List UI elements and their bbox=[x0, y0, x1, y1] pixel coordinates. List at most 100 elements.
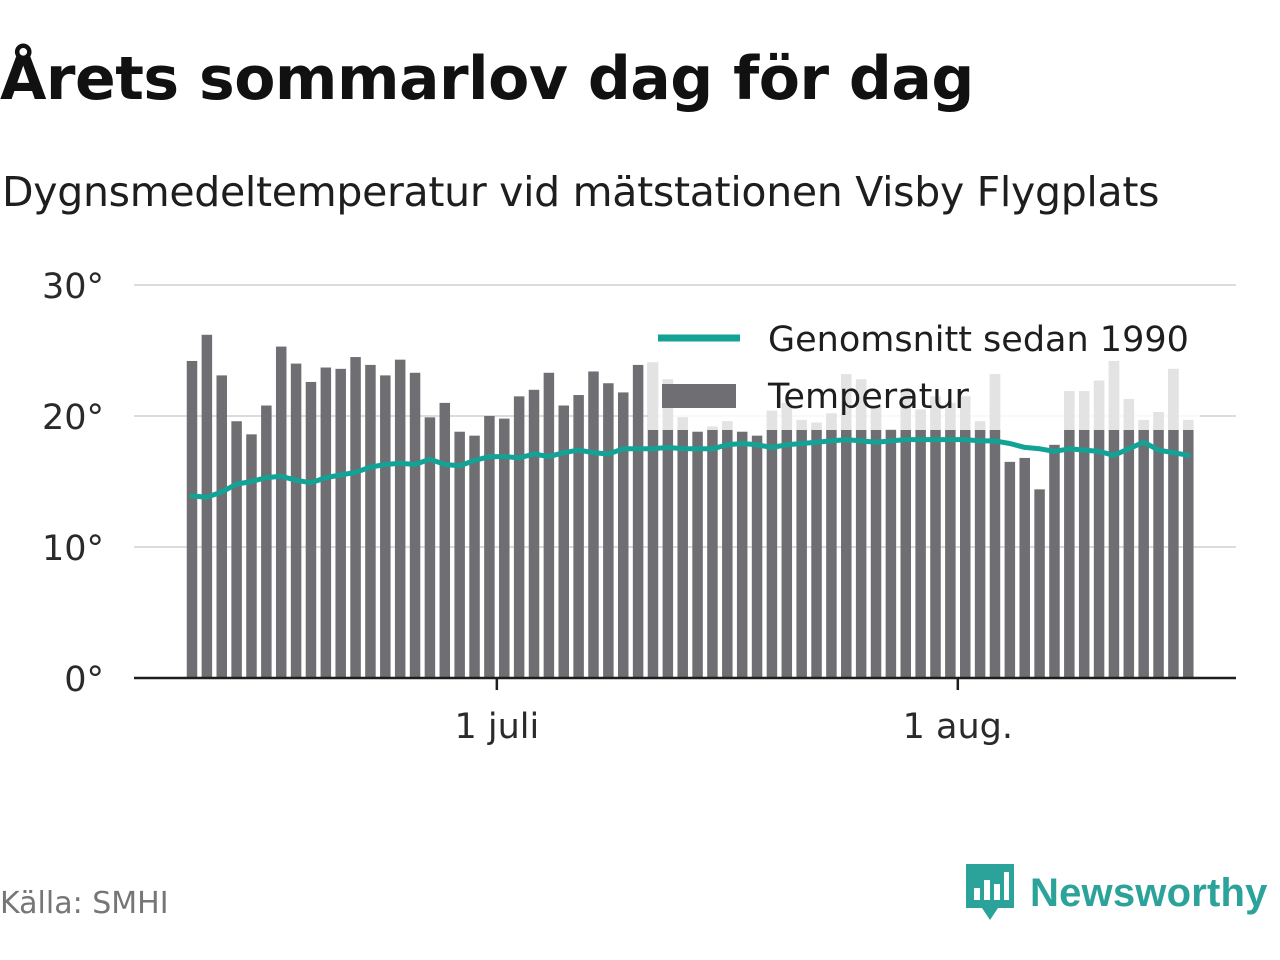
temperature-bar bbox=[781, 402, 793, 678]
temperature-bar bbox=[499, 418, 510, 678]
temperature-bar bbox=[231, 421, 242, 678]
temperature-bar bbox=[945, 402, 956, 678]
chart-subtitle: Dygnsmedeltemperatur vid mätstationen Vi… bbox=[2, 168, 1160, 216]
y-tick-label: 10° bbox=[42, 529, 104, 569]
muted-bar-segment bbox=[1123, 398, 1135, 430]
temperature-bar bbox=[454, 431, 465, 678]
muted-bar-segment bbox=[1138, 419, 1149, 430]
temperature-bar bbox=[617, 392, 629, 678]
temperature-bar bbox=[722, 421, 733, 678]
legend: Genomsnitt sedan 1990 Temperatur bbox=[647, 312, 1200, 430]
temperature-bar bbox=[365, 364, 376, 678]
average-series-line bbox=[189, 437, 1191, 500]
temperature-bar bbox=[751, 435, 763, 678]
newsworthy-logo[interactable]: Newsworthy bbox=[964, 862, 1268, 924]
temperature-bar bbox=[290, 363, 302, 678]
temperature-bar bbox=[1078, 391, 1090, 678]
temperature-bar bbox=[528, 389, 540, 678]
muted-bar-segment bbox=[974, 421, 986, 430]
temperature-bar bbox=[558, 405, 569, 678]
temperature-bar bbox=[484, 416, 495, 678]
temperature-bar bbox=[930, 396, 941, 678]
temperature-bar bbox=[989, 374, 1001, 678]
temperature-bar bbox=[841, 374, 852, 678]
temperature-bar bbox=[692, 431, 703, 678]
temperature-bar bbox=[603, 383, 614, 678]
temperature-bar bbox=[796, 419, 807, 678]
temperature-bar bbox=[1049, 444, 1060, 678]
temperature-bar bbox=[573, 395, 584, 678]
temperature-bar bbox=[811, 422, 822, 678]
temperature-bar bbox=[870, 405, 882, 678]
temperature-bar bbox=[305, 381, 317, 678]
muted-bar-segment bbox=[915, 409, 926, 430]
muted-bar-segment bbox=[855, 379, 867, 430]
muted-bar-segment bbox=[900, 389, 912, 430]
muted-bar-segment bbox=[959, 396, 971, 430]
temperature-bar bbox=[261, 405, 272, 678]
temperature-bar bbox=[216, 375, 227, 678]
temperature-bar bbox=[469, 435, 480, 678]
temperature-bar bbox=[959, 396, 971, 678]
source-note: Källa: SMHI bbox=[0, 886, 169, 921]
muted-bar-segment bbox=[841, 374, 852, 430]
temperature-bar bbox=[380, 375, 391, 678]
temperature-bar bbox=[394, 359, 406, 678]
temperature-bar bbox=[885, 429, 897, 678]
temperature-bar bbox=[766, 410, 778, 678]
muted-bar-segment bbox=[826, 413, 837, 430]
x-tick-label: 1 juli bbox=[454, 707, 539, 747]
axes: 0° 10° 20° 30° 1 juli 1 aug. bbox=[42, 267, 1236, 747]
temperature-bar bbox=[543, 372, 555, 678]
temperature-bar bbox=[632, 364, 644, 678]
legend-bar-swatch bbox=[662, 384, 736, 408]
temperature-bar bbox=[320, 367, 332, 678]
temperature-bar bbox=[1138, 419, 1149, 678]
average-line bbox=[189, 437, 1191, 500]
y-tick-label: 0° bbox=[64, 660, 104, 700]
temperature-bar bbox=[513, 396, 525, 678]
temperature-bar bbox=[826, 413, 837, 678]
legend-label-temperature: Temperatur bbox=[767, 377, 970, 417]
temperature-bar bbox=[974, 421, 986, 678]
legend-label-average: Genomsnitt sedan 1990 bbox=[768, 320, 1189, 360]
muted-bar-segment bbox=[647, 362, 659, 430]
muted-bar-segment bbox=[677, 417, 688, 430]
temperature-bar bbox=[647, 362, 659, 678]
y-tick-label: 30° bbox=[42, 267, 104, 307]
temperature-bar bbox=[900, 389, 912, 678]
chart-title: Årets sommarlov dag för dag bbox=[0, 44, 974, 114]
muted-bar-segment bbox=[722, 421, 733, 430]
muted-bar-segment bbox=[1093, 380, 1105, 430]
muted-bar-segment bbox=[766, 410, 778, 430]
temperature-bar bbox=[1093, 380, 1105, 678]
temperature-bar bbox=[1064, 391, 1075, 678]
temperature-bar bbox=[1004, 461, 1016, 678]
temperature-bar bbox=[1183, 419, 1194, 678]
temperature-bar bbox=[439, 402, 451, 678]
temperature-bar bbox=[677, 417, 688, 678]
muted-bar-segment bbox=[1153, 412, 1164, 430]
muted-bar-segment bbox=[870, 405, 882, 430]
temperature-bar bbox=[1108, 360, 1120, 678]
temperature-bar bbox=[246, 434, 257, 678]
temperature-bar bbox=[350, 357, 361, 678]
x-tick-label: 1 aug. bbox=[903, 707, 1013, 747]
muted-bar-segment bbox=[885, 429, 897, 430]
temperature-bar bbox=[736, 431, 748, 678]
temperature-bar bbox=[186, 360, 198, 678]
brand-name: Newsworthy bbox=[1030, 870, 1268, 915]
muted-bar-segment bbox=[811, 422, 822, 430]
y-tick-label: 20° bbox=[42, 398, 104, 438]
muted-bar-segment bbox=[1078, 391, 1090, 430]
temperature-bar bbox=[201, 334, 213, 678]
muted-bar-segment bbox=[930, 396, 941, 430]
temperature-bars bbox=[186, 334, 1194, 678]
temperature-bar bbox=[409, 372, 421, 678]
temperature-bar bbox=[1153, 412, 1164, 678]
temperature-bar bbox=[1168, 368, 1179, 678]
temperature-bar bbox=[707, 426, 718, 678]
muted-bar-segment bbox=[707, 426, 718, 430]
temperature-bar bbox=[335, 368, 346, 678]
